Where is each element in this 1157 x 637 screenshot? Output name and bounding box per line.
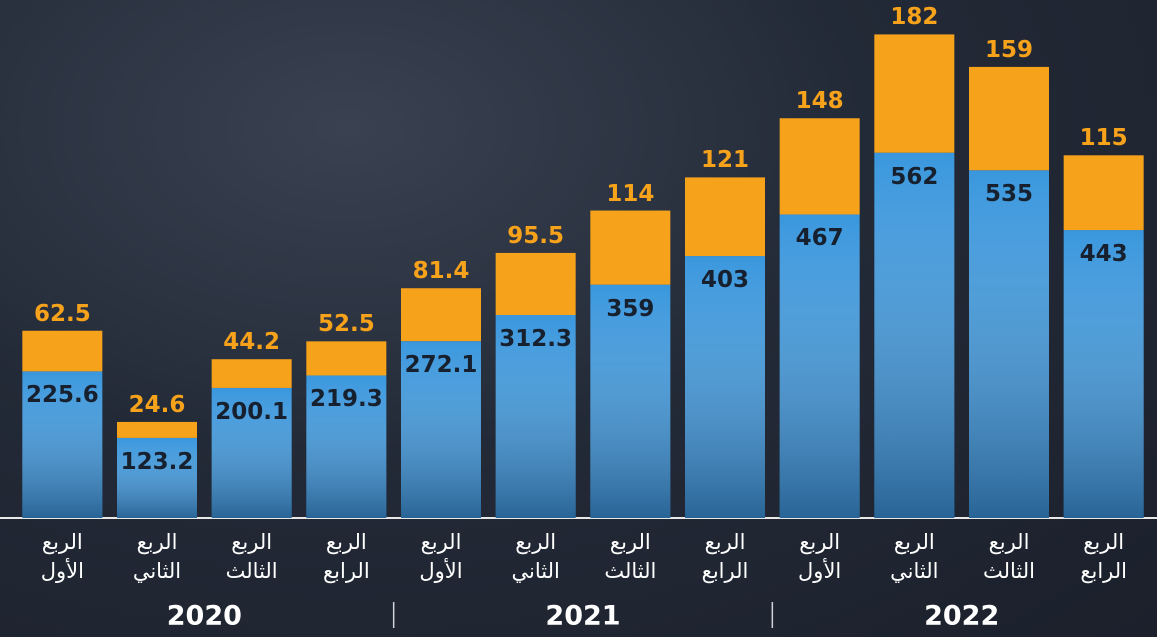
group-label: 2022 bbox=[924, 600, 1000, 632]
value-label: 81.4 bbox=[412, 258, 470, 285]
bar-segment bbox=[874, 34, 955, 153]
value-label: 52.5 bbox=[317, 311, 375, 338]
bar-shade bbox=[685, 256, 765, 518]
bar-segment bbox=[779, 118, 860, 215]
value-label: 114 bbox=[606, 180, 655, 207]
bar-segment bbox=[969, 66, 1049, 171]
value-label: 95.5 bbox=[507, 222, 565, 249]
bar-shade bbox=[22, 371, 103, 518]
bar-shade bbox=[969, 170, 1049, 518]
bar-segment bbox=[590, 210, 671, 285]
bar-shade bbox=[1063, 230, 1144, 519]
x-tick-label: الربع الثاني bbox=[132, 530, 182, 583]
bar-segment bbox=[685, 177, 765, 257]
value-label: 44.2 bbox=[223, 329, 281, 356]
bar-shade bbox=[306, 375, 387, 518]
bar-segment bbox=[306, 341, 387, 376]
value-label: 219.3 bbox=[309, 386, 383, 413]
x-tick-label: الربع الرابع bbox=[701, 530, 749, 583]
bar-segment bbox=[211, 359, 292, 388]
bar-shade bbox=[117, 437, 197, 518]
value-label: 159 bbox=[984, 36, 1034, 63]
value-label: 535 bbox=[984, 181, 1034, 208]
x-tick-label: الربع الثاني bbox=[890, 530, 939, 583]
value-label: 121 bbox=[700, 147, 750, 174]
value-label: 562 bbox=[890, 163, 939, 190]
value-label: 225.6 bbox=[25, 382, 99, 409]
x-tick-label: الربع الثالث bbox=[983, 530, 1035, 583]
x-tick-label: الربع الرابع bbox=[1080, 530, 1127, 583]
value-label: 443 bbox=[1079, 241, 1128, 268]
x-tick-label: الربع الأول bbox=[40, 530, 84, 583]
bar-shade bbox=[874, 152, 955, 518]
value-label: 62.5 bbox=[33, 300, 91, 327]
bar-shade bbox=[401, 341, 481, 518]
value-label: 200.1 bbox=[215, 398, 289, 425]
x-tick-label: الربع الثاني bbox=[511, 530, 560, 583]
x-tick-label: الربع الرابع bbox=[322, 530, 370, 583]
value-label: 359 bbox=[606, 295, 655, 322]
bar-shade bbox=[779, 214, 860, 518]
bar-segment bbox=[1063, 155, 1144, 231]
value-label: 272.1 bbox=[404, 352, 478, 379]
bar-shade bbox=[211, 387, 292, 518]
value-label: 115 bbox=[1079, 125, 1128, 152]
bar-shade bbox=[590, 284, 671, 518]
group-label: 2021 bbox=[545, 600, 621, 632]
group-label: 2020 bbox=[166, 600, 242, 632]
value-label: 123.2 bbox=[120, 448, 194, 475]
bar-segment bbox=[401, 288, 481, 342]
value-label: 24.6 bbox=[128, 391, 186, 418]
value-label: 467 bbox=[795, 225, 844, 252]
bar-segment bbox=[22, 330, 103, 372]
value-label: 148 bbox=[795, 88, 844, 115]
value-label: 403 bbox=[700, 267, 750, 294]
bar-shade bbox=[495, 315, 576, 518]
value-label: 182 bbox=[890, 4, 939, 31]
value-label: 312.3 bbox=[499, 326, 573, 352]
x-tick-label: الربع الثالث bbox=[604, 530, 657, 583]
x-tick-label: الربع الأول bbox=[798, 530, 842, 583]
x-tick-label: الربع الثالث bbox=[225, 530, 278, 583]
bar-segment bbox=[495, 252, 576, 316]
bar-segment bbox=[117, 421, 197, 438]
x-tick-label: الربع الأول bbox=[419, 530, 463, 583]
